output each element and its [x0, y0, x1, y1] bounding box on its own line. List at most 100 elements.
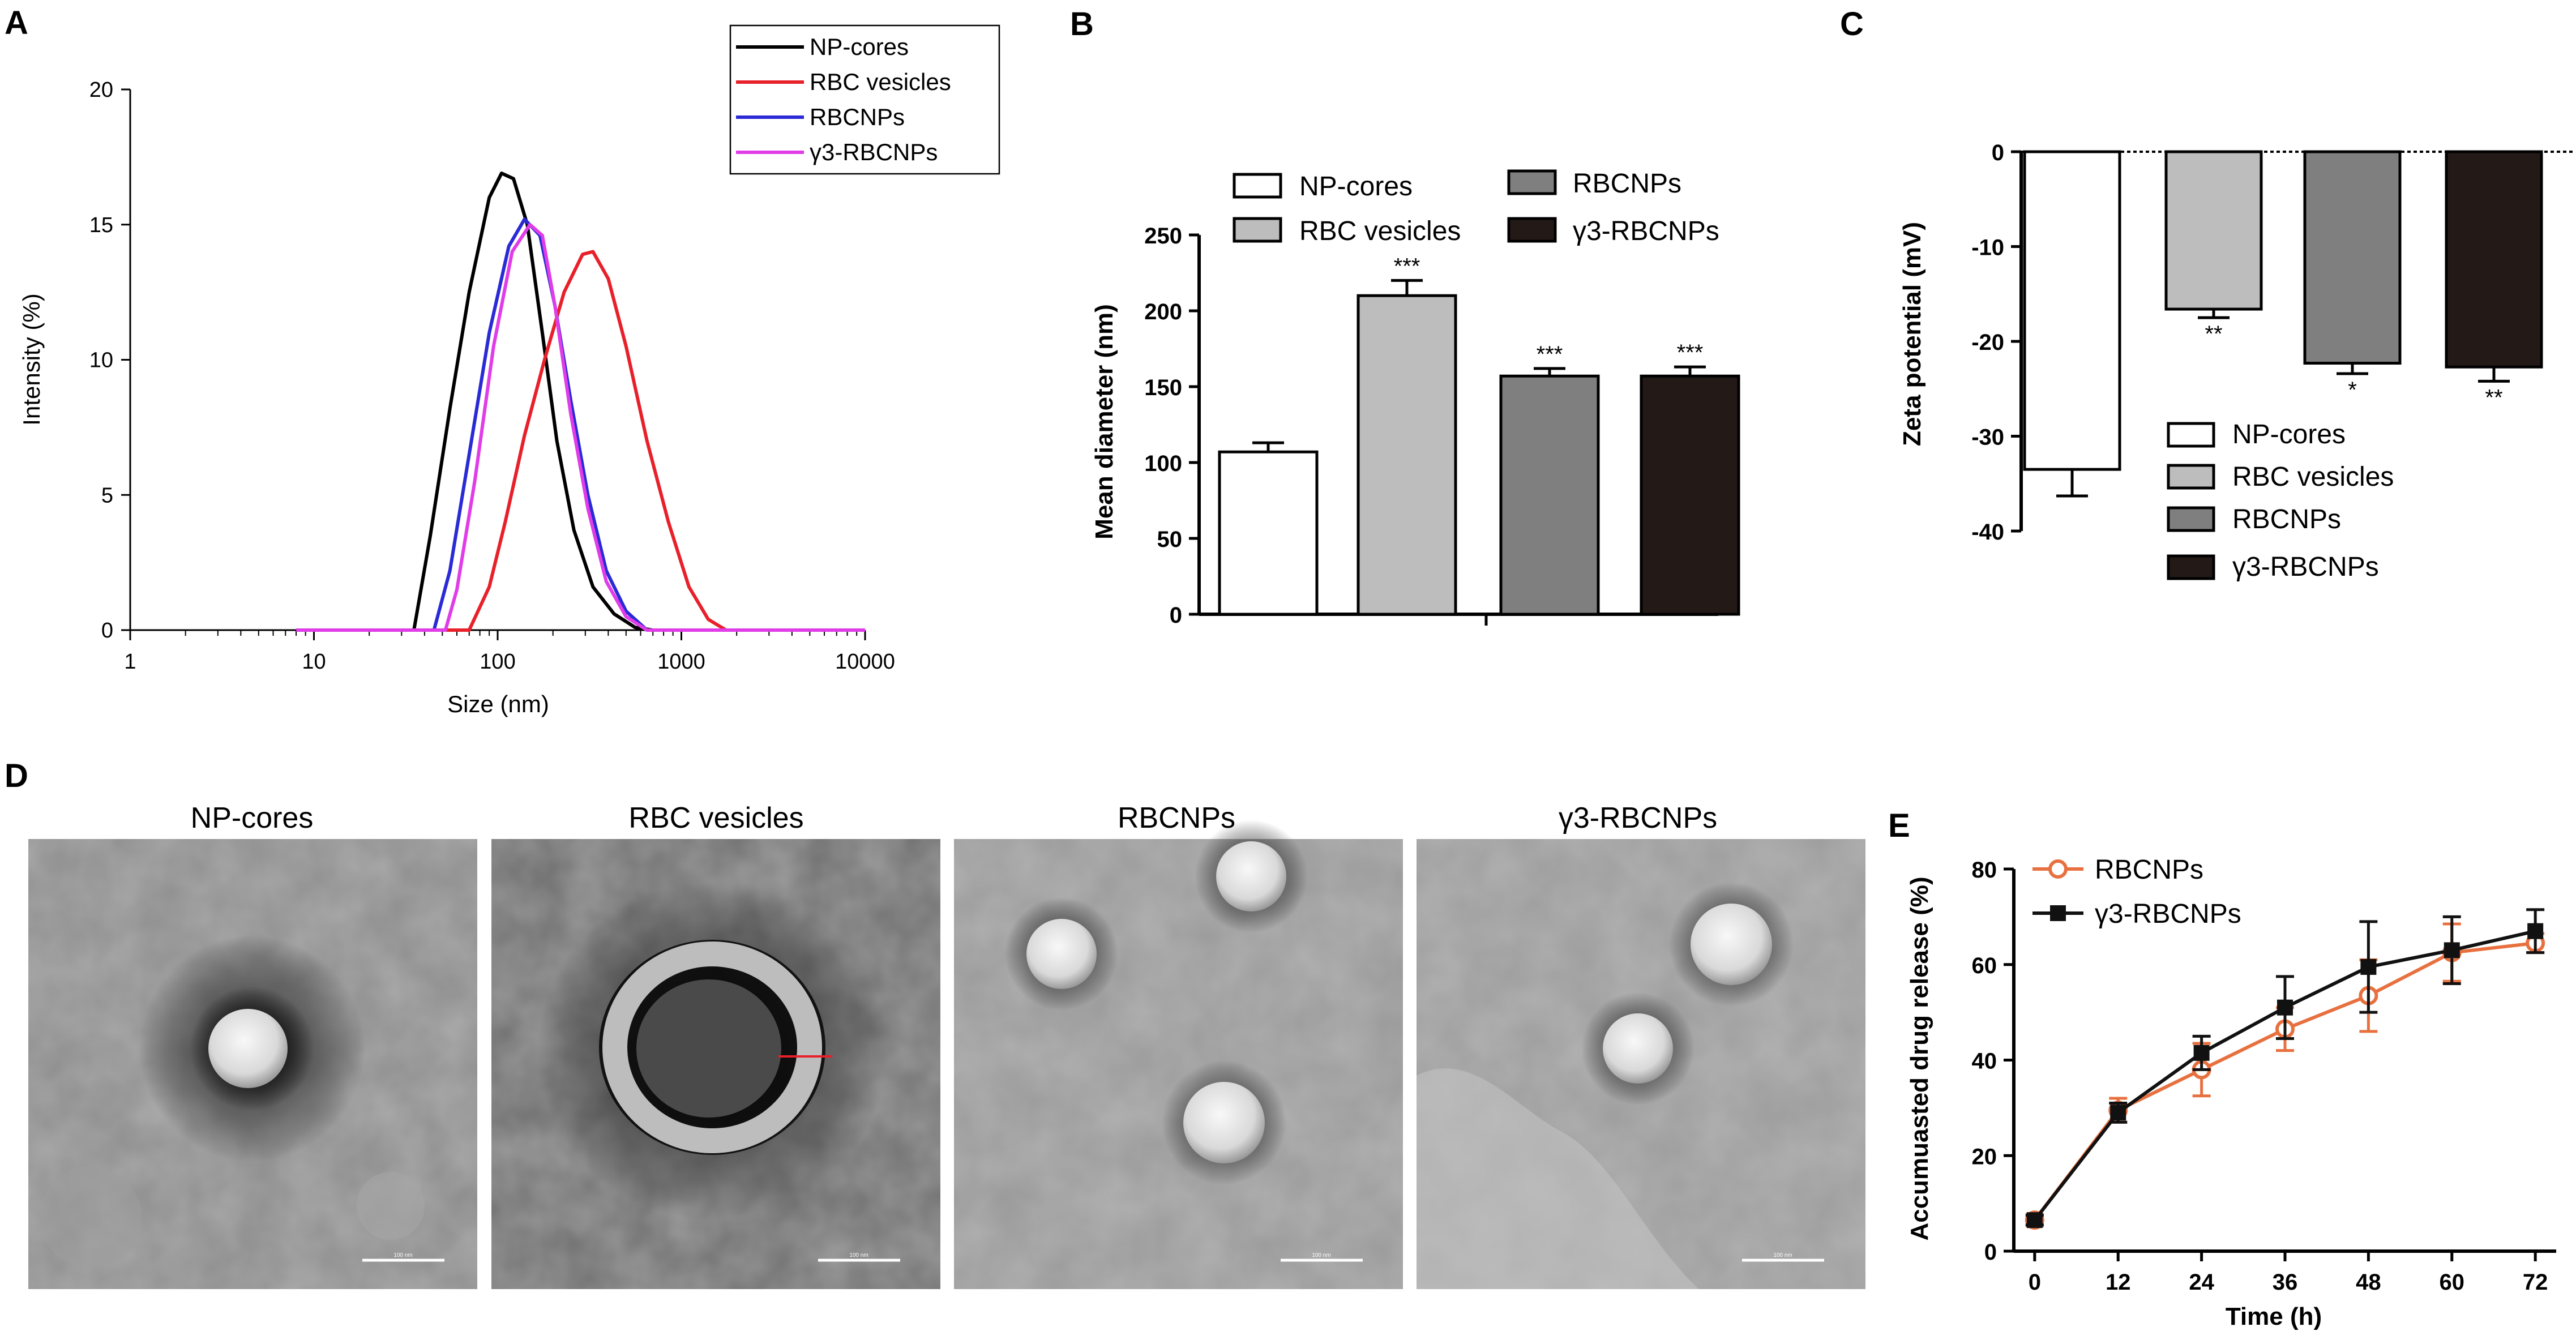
- e-y-tick-label: 40: [1972, 1049, 1997, 1074]
- e-point: [2026, 1212, 2043, 1229]
- a-y-tick-label: 10: [89, 349, 113, 373]
- c-legend-swatch-g3-rbcnps: [2167, 554, 2215, 580]
- tem-scale-label: 100 nm: [393, 1252, 412, 1259]
- b-legend-label-rbc-vesicles: RBC vesicles: [1299, 216, 1461, 246]
- a-legend-box: [729, 24, 1000, 175]
- c-legend-label-rbc-vesicles: RBC vesicles: [2232, 462, 2394, 492]
- mean-diameter-chart: 0 50 100 150 200 250 *** *** *** Mean diameter …: [1090, 169, 1740, 628]
- panel-label-e: E: [1888, 807, 1910, 844]
- tem-particle: [1691, 904, 1772, 985]
- a-x-tick-label: 1000: [657, 650, 705, 674]
- b-legend: NP-cores RBC vesicles RBCNPs γ3-RBCNPs: [1233, 169, 1719, 246]
- c-y-tick-label: -10: [1971, 236, 2004, 260]
- a-y-tick-label: 20: [89, 78, 113, 102]
- a-series-line: [296, 172, 865, 632]
- e-point: [2110, 1105, 2126, 1121]
- b-bar: [1218, 450, 1319, 616]
- b-significance: ***: [1537, 342, 1563, 367]
- e-y-tick-label: 0: [1984, 1240, 1997, 1265]
- c-y-tick-label: -40: [1971, 520, 2004, 545]
- e-x-tick-label: 36: [2273, 1270, 2298, 1295]
- e-series-line: [2033, 929, 2536, 1222]
- c-legend-label-rbcnps: RBCNPs: [2232, 504, 2341, 534]
- dls-size-chart: 1 10 100 1000 10000 0 5 10 15 20 Size (nm) Intens…: [18, 24, 1000, 717]
- c-legend-label-np-cores: NP-cores: [2232, 420, 2346, 450]
- tem-scale-label: 100 nm: [1773, 1252, 1792, 1259]
- tem-particle: [1183, 1082, 1265, 1163]
- b-y-tick-label: 100: [1144, 451, 1182, 476]
- tem-title-rbcnps: RBCNPs: [1118, 802, 1235, 834]
- c-significance: **: [2485, 385, 2502, 410]
- e-legend-label-rbcnps: RBCNPs: [2095, 855, 2203, 885]
- c-significance: **: [2205, 322, 2222, 346]
- tem-title-g3-rbcnps: γ3-RBCNPs: [1559, 802, 1717, 834]
- e-point: [2360, 958, 2377, 975]
- b-legend-swatch-rbcnps: [1507, 169, 1557, 195]
- c-bar: [2023, 150, 2121, 471]
- a-x-tick-label: 1: [124, 650, 136, 674]
- c-y-tick-label: -20: [1971, 330, 2004, 355]
- tem-title-np-cores: NP-cores: [191, 802, 314, 834]
- a-x-tick-label: 100: [480, 650, 515, 674]
- a-y-tick-label: 15: [89, 213, 113, 237]
- a-series-line: [296, 250, 865, 632]
- tem-particle: [1216, 841, 1286, 911]
- a-y-tick-label: 0: [101, 619, 113, 643]
- c-bar: [2445, 150, 2543, 369]
- a-y-tick-label: 5: [101, 483, 113, 507]
- zeta-potential-chart: -40-30-20-100 *** ** Zeta potential (mV) …: [1898, 140, 2573, 582]
- e-point: [2277, 999, 2293, 1016]
- tem-image-np-cores: 100 nm: [28, 839, 477, 1289]
- e-x-tick-label: 72: [2523, 1270, 2548, 1295]
- b-bar: [1499, 374, 1600, 616]
- e-y-tick-label: 60: [1972, 953, 1997, 978]
- c-legend-swatch-rbc-vesicles: [2167, 464, 2215, 490]
- a-x-tick-label: 10000: [835, 650, 895, 674]
- e-x-tick-label: 60: [2440, 1270, 2465, 1295]
- b-legend-swatch-rbc-vesicles: [1233, 217, 1282, 243]
- b-legend-swatch-g3-rbcnps: [1507, 217, 1557, 243]
- c-legend-label-g3-rbcnps: γ3-RBCNPs: [2232, 552, 2379, 582]
- b-y-tick-label: 250: [1144, 224, 1182, 249]
- b-y-tick-label: 150: [1144, 375, 1182, 400]
- b-legend-label-rbcnps: RBCNPs: [1573, 169, 1681, 199]
- a-legend-label-np-cores: NP-cores: [810, 33, 909, 60]
- e-legend-marker-rbcnps: [2048, 859, 2068, 879]
- tem-image-rbcnps: 100 nm: [954, 820, 1403, 1289]
- b-bar: [1357, 294, 1457, 616]
- e-x-tick-label: 24: [2189, 1270, 2214, 1295]
- e-x-tick-label: 12: [2106, 1270, 2131, 1295]
- c-significance: *: [2348, 378, 2357, 403]
- e-y-tick-label: 80: [1972, 858, 1997, 883]
- c-bar: [2164, 150, 2263, 311]
- e-x-tick-label: 0: [2029, 1270, 2041, 1295]
- tem-scale-label: 100 nm: [849, 1252, 868, 1259]
- c-y-tick-label: 0: [1992, 140, 2004, 165]
- b-legend-label-np-cores: NP-cores: [1299, 172, 1413, 202]
- e-x-tick-label: 48: [2356, 1270, 2381, 1295]
- e-y-tick-label: 20: [1972, 1144, 1997, 1169]
- tem-particle: [208, 1009, 288, 1088]
- panel-label-b: B: [1070, 6, 1094, 42]
- e-y-label: Accumuasted drug release (%): [1906, 876, 1933, 1240]
- b-bar: [1640, 374, 1740, 616]
- e-point: [2527, 923, 2544, 939]
- b-y-label: Mean diameter (nm): [1090, 304, 1118, 540]
- tem-vesicle-ring: [602, 941, 822, 1153]
- b-y-tick-label: 50: [1157, 527, 1183, 552]
- e-x-label: Time (h): [2226, 1303, 2322, 1330]
- panel-label-c: C: [1840, 6, 1864, 42]
- drug-release-chart: 0 12 24 36 48 60 72 0 20 40 60 80 Time (h) Accumuas…: [1906, 855, 2556, 1330]
- c-legend-swatch-np-cores: [2167, 422, 2215, 448]
- panel-label-d: D: [5, 757, 28, 794]
- a-legend-label-rbc-vesicles: RBC vesicles: [810, 69, 951, 95]
- b-y-tick-label: 0: [1170, 603, 1182, 628]
- a-series-line: [296, 217, 865, 632]
- c-y-label: Zeta potential (mV): [1898, 222, 1926, 446]
- tem-particle: [1603, 1013, 1673, 1084]
- b-legend-label-g3-rbcnps: γ3-RBCNPs: [1573, 216, 1719, 246]
- c-y-tick-label: -30: [1971, 425, 2004, 450]
- a-x-tick-label: 10: [302, 650, 326, 674]
- tem-image-g3-rbcnps: 100 nm: [1417, 839, 1865, 1289]
